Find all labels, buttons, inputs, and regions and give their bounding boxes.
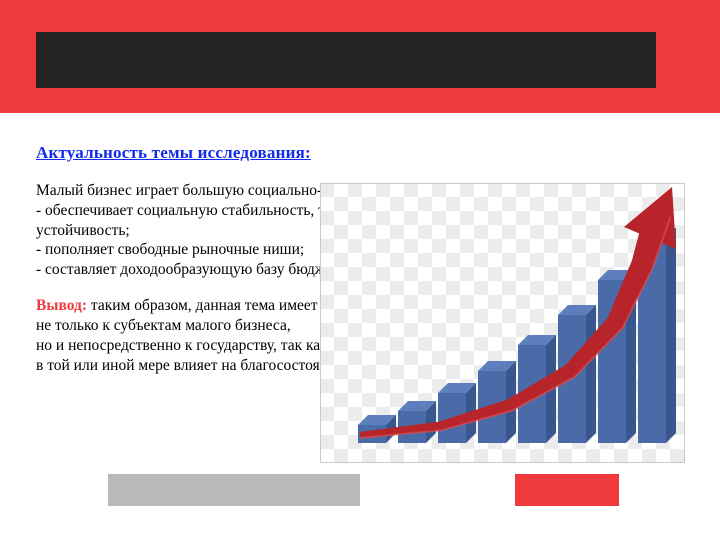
conclusion-line: не только к субъектам малого бизнеса, (36, 317, 291, 334)
header-title-strip (36, 32, 656, 88)
chart-svg (320, 183, 685, 463)
footer-bar-red (515, 474, 619, 506)
section-heading: Актуальность темы исследования: (36, 143, 690, 163)
header-band (0, 0, 720, 113)
footer-bar-gray (108, 474, 360, 506)
para-line: - пополняет свободные рыночные ниши; (36, 241, 304, 258)
conclusion-label: Вывод: (36, 297, 87, 314)
growth-chart (320, 183, 685, 463)
